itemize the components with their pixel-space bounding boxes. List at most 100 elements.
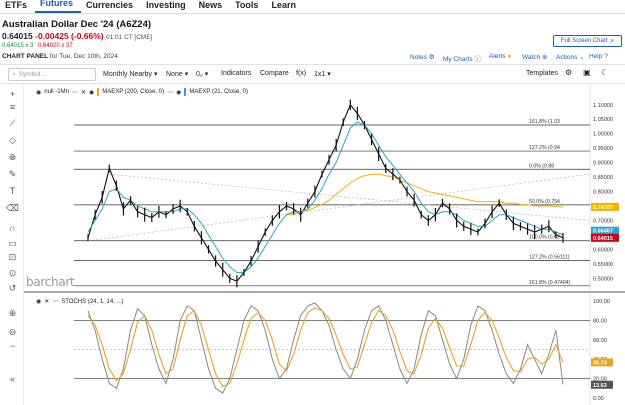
zoom-out-icon[interactable]: ⊖ [8,326,17,337]
undo-icon[interactable]: ↺ [8,282,17,293]
eye-icon[interactable]: ◉ [36,299,42,305]
templates-button[interactable]: Templates [526,70,558,77]
more-icon[interactable]: ⋯ [52,299,59,305]
lines-icon[interactable]: ≡ [9,102,16,112]
chart-area[interactable]: 1.10000 1.05000 1.00000 0.95000 0.90000 0.850… [24,84,625,405]
trash-icon[interactable]: ▭ [8,237,17,248]
fib-icon[interactable]: ⊗ [8,151,17,162]
ratio-dropdown[interactable]: 1x1 ▾ [314,70,331,78]
stoch-badge [591,358,613,367]
nav-etfs[interactable]: ETFs [5,0,28,10]
nav-tools[interactable]: Tools [235,0,259,10]
my-charts-label: My Charts [443,56,473,63]
eye-icon[interactable]: ◉ [36,89,42,96]
price-tick-label: 0.90000 [593,161,613,167]
info-icon: ⓘ [474,56,481,63]
ma21-color-swatch [184,88,187,96]
stoch-study-header: ◉ ✕ ⋯ STOCHS (24, 1, 14, ...) [36,298,124,306]
trend-line-dotted [109,173,590,221]
lock-icon[interactable]: ⊡ [8,251,17,262]
price-tick-label: 0.55000 [593,262,613,268]
period-label: Monthly Nearby [103,71,153,78]
full-screen-button[interactable]: Full Screen Chart ↗ [553,35,622,47]
indicators-button[interactable]: Indicators [221,70,252,77]
help-label: Help [589,53,603,60]
stoch-d-line [87,307,564,388]
quote-time: 01:01 CT [CME] [106,34,153,41]
chart-panel-title: CHART PANEL [2,53,49,60]
brush-icon[interactable]: ✎ [8,168,17,179]
trendline-icon[interactable]: ⟋ [9,117,16,128]
price-tick-label: 0.50000 [593,276,613,282]
ma200-label: MAEXP (200, Close, 0) [102,89,165,95]
nav-investing[interactable]: Investing [146,0,186,10]
fib-label: 127.2% (0.56111) [529,255,570,261]
barchart-watermark: barchart [26,275,75,289]
price-tick-label: 1.05000 [593,117,613,123]
none-label: None [166,71,183,78]
my-charts-button[interactable]: My Charts ⓘ [443,53,481,63]
nav-futures[interactable]: Futures [35,0,82,13]
last-price: 0.64015 [2,31,33,41]
zoom-in-icon[interactable]: ⊕ [8,307,17,318]
price-study-label: null -1Mn [44,89,69,95]
more-icon[interactable]: ⋯ [167,89,174,96]
stoch-tick-label: 80.00 [593,318,607,324]
text-icon[interactable]: T [9,186,16,196]
watch-button[interactable]: Watch ⊕ [522,53,547,61]
price-badge-label: 0.74707 [593,205,613,211]
stoch-badge [591,380,613,389]
fib-label: 161.8% (0.47404) [529,280,571,286]
compare-button[interactable]: Compare [260,70,289,77]
fx-button[interactable]: f(x) [296,70,307,77]
ma21-label: MAEXP (21, Close, 0) [189,89,248,95]
price-badge [591,233,619,242]
top-nav: ETFs Futures Currencies Investing News T… [0,0,625,14]
ask: 0.64020 x 37 [38,43,73,49]
gear-icon: ⚙ [428,54,435,61]
symbol-input[interactable]: ⌕ Symbol... [8,68,96,81]
zero-dropdown[interactable]: 0₀ ▾ [196,70,208,78]
chart-panel-label: CHART PANEL for Tue, Dec 10th, 2024 [2,53,118,60]
eraser-icon[interactable]: ⌫ [6,202,19,213]
eye-icon[interactable]: ◉ [88,89,95,96]
alerts-button[interactable]: Alerts ● [489,53,511,60]
crosshair-icon[interactable]: + [9,89,16,99]
nav-learn[interactable]: Learn [271,0,296,10]
stoch-tick-label: 0.00 [593,396,604,402]
fib-label: 100.0% (0.62 [529,235,560,241]
plus-icon: ⊕ [542,54,548,61]
close-icon[interactable]: ✕ [44,299,50,305]
magnet-icon[interactable]: ∩ [9,223,16,233]
camera-icon[interactable]: ▣ [583,68,591,77]
series-line [87,121,564,273]
none-dropdown[interactable]: None ▾ [166,70,188,78]
price-badge [591,226,619,235]
series-line [286,173,564,216]
close-icon[interactable]: ✕ [80,89,86,96]
full-screen-label: Full Screen Chart [560,38,608,44]
chevron-down-icon: ▾ [327,71,331,78]
eye-icon[interactable]: ◉ [176,89,182,96]
visibility-icon[interactable]: ⊙ [8,267,17,278]
dark-mode-icon[interactable]: ☾ [601,68,609,77]
help-button[interactable]: Help ? [589,53,608,60]
more-icon[interactable]: ⋯ [71,89,78,96]
actions-label: Actions [556,54,578,61]
watch-label: Watch [522,54,541,61]
symbol-placeholder: Symbol... [18,71,46,78]
shape-icon[interactable]: ◇ [9,134,16,145]
stoch-tick-label: 60.00 [593,338,607,344]
nav-currencies[interactable]: Currencies [86,0,134,10]
settings-icon[interactable]: ⚙ [565,68,573,77]
fib-label: 127.2% (0.94 [529,145,560,151]
nav-news[interactable]: News [198,0,223,10]
price-tick-label: 1.00000 [593,132,613,138]
notes-button[interactable]: Notes ⚙ [410,53,435,61]
collapse-icon[interactable]: « [9,374,15,384]
actions-button[interactable]: Actions ⌄ [556,53,585,61]
page-title: Australian Dollar Dec '24 (A6Z24) [2,19,152,30]
minus-icon[interactable]: − [9,341,16,351]
fib-label: 50.0% (0.754 [529,199,560,205]
period-dropdown[interactable]: Monthly Nearby ▾ [103,70,158,78]
